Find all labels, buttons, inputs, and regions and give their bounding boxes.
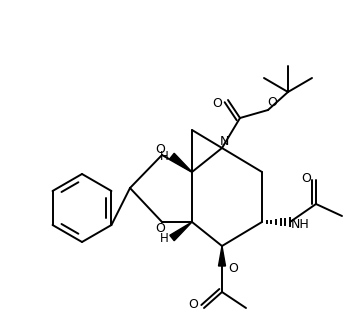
Polygon shape [218, 246, 225, 266]
Text: O: O [301, 172, 311, 185]
Polygon shape [170, 222, 192, 241]
Text: O: O [155, 221, 165, 234]
Text: O: O [188, 298, 198, 311]
Text: O: O [228, 262, 238, 275]
Text: H: H [160, 149, 169, 162]
Text: N: N [219, 134, 229, 147]
Polygon shape [170, 153, 192, 172]
Text: O: O [267, 96, 277, 109]
Text: H: H [160, 231, 169, 244]
Text: NH: NH [291, 218, 309, 231]
Text: O: O [155, 142, 165, 155]
Text: O: O [212, 97, 222, 110]
